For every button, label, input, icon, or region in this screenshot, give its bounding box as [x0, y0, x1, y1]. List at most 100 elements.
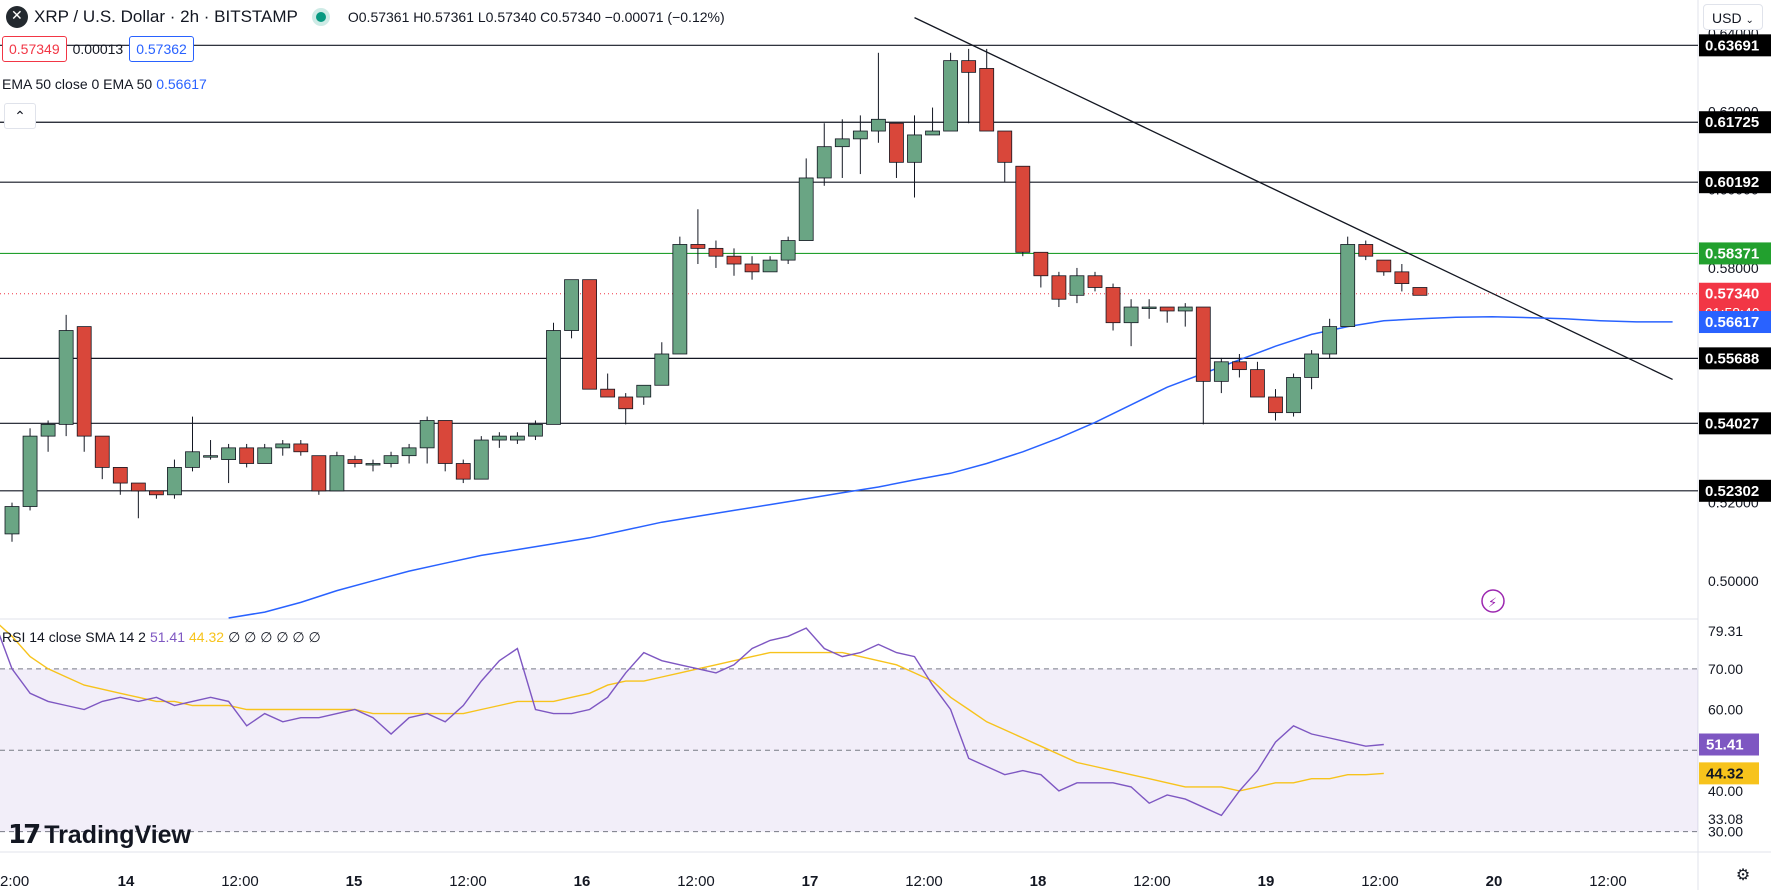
candle	[167, 459, 182, 499]
price-level-tag: 0.54027	[1699, 412, 1771, 435]
tradingview-logo-text: TradingView	[44, 820, 191, 849]
candle	[780, 236, 796, 265]
candle-body	[744, 263, 760, 273]
candle-body	[76, 326, 92, 437]
settings-gear-icon[interactable]: ⚙	[1735, 867, 1751, 884]
alert-lightning-icon	[1481, 589, 1505, 613]
candle	[1358, 240, 1374, 261]
candle	[1394, 264, 1410, 292]
candle	[1412, 287, 1428, 296]
candle	[1304, 350, 1319, 390]
rsi-sma-line	[0, 624, 1384, 792]
candle	[979, 48, 995, 132]
candle	[311, 455, 327, 495]
candle-body	[1159, 306, 1175, 312]
candle	[997, 130, 1013, 182]
candle-body	[618, 396, 634, 410]
currency-select[interactable]: USD ⌄	[1703, 4, 1763, 30]
candle-body	[889, 122, 904, 163]
candle	[1015, 165, 1031, 257]
candle	[275, 440, 291, 456]
buy-price-button[interactable]: 0.57362	[129, 36, 194, 62]
candle-body	[203, 455, 218, 458]
candle-body	[185, 451, 200, 468]
candle	[925, 107, 940, 136]
candle-body	[1232, 361, 1247, 371]
candle-body	[383, 455, 399, 464]
candle	[816, 123, 832, 186]
candle	[1213, 357, 1229, 394]
candle-body	[943, 60, 958, 132]
candle-body	[347, 459, 363, 464]
price-level-tag-label: 0.60192	[1705, 174, 1759, 191]
candle	[437, 420, 453, 472]
candle	[76, 326, 92, 452]
last-price-tag-label: 0.57340	[1705, 286, 1759, 303]
market-status-icon[interactable]	[315, 12, 326, 22]
rsi-label: RSI 14 close SMA 14 2	[2, 629, 146, 645]
time-tick-label: 17	[802, 873, 819, 890]
candles	[4, 48, 1428, 542]
time-tick-label: 16	[574, 873, 591, 890]
time-tick-label: 20	[1486, 873, 1503, 890]
price-level-tag-label: 0.61725	[1705, 114, 1759, 131]
sell-price-button[interactable]: 0.57349	[2, 36, 67, 62]
price-level-tag: 0.60192	[1699, 171, 1771, 194]
time-tick-label: 12:00	[449, 873, 487, 890]
candle-body	[1141, 306, 1157, 309]
time-tick-label: 19	[1258, 873, 1275, 890]
collapse-legend-button[interactable]: ⌃	[4, 103, 36, 129]
candle	[762, 256, 778, 273]
candle	[708, 240, 724, 268]
spread-value: 0.00013	[72, 41, 124, 57]
candle	[40, 420, 56, 452]
candle	[726, 248, 742, 276]
chevron-up-icon: ⌃	[14, 108, 26, 124]
candle	[130, 482, 146, 519]
price-level-tag-bg	[1699, 242, 1771, 265]
candle-body	[22, 435, 38, 507]
candle-body	[546, 330, 561, 425]
candle-body	[816, 146, 832, 179]
price-level-tag-bg	[1699, 111, 1771, 134]
rsi-sma-tag-bg	[1699, 762, 1759, 785]
candle	[690, 209, 706, 265]
price-level-tag-label: 0.55688	[1705, 350, 1759, 367]
candle-body	[437, 420, 453, 464]
ohlc-values: O0.57361 H0.57361 L0.57340 C0.57340 −0.0…	[347, 9, 725, 25]
candle	[293, 440, 309, 456]
tradingview-mark-icon: 17	[8, 820, 41, 850]
rsi-min-label: 33.08	[1708, 811, 1743, 827]
candle	[1159, 306, 1175, 323]
time-tick-label: 12:00	[221, 873, 259, 890]
candle-body	[636, 384, 652, 398]
candle	[1232, 353, 1247, 378]
ema-legend-value: 0.56617	[156, 76, 207, 92]
candle-body	[275, 443, 291, 449]
candle	[654, 342, 670, 386]
candle	[618, 393, 634, 425]
candle-body	[293, 443, 309, 453]
candle-body	[708, 247, 724, 257]
candle-body	[1213, 361, 1229, 382]
tradingview-logo[interactable]: 17 TradingView	[8, 820, 191, 850]
candle-body	[130, 482, 146, 492]
candle-body	[1087, 275, 1103, 288]
candle-body	[672, 244, 688, 355]
candle	[528, 420, 543, 441]
candle-body	[419, 420, 435, 449]
candle-body	[1195, 306, 1211, 382]
rsi-tick-label: 70.00	[1708, 661, 1743, 677]
candle-body	[311, 455, 327, 492]
candle	[491, 432, 507, 448]
candle-body	[94, 435, 110, 468]
rsi-tick-label: 79.31	[1708, 623, 1743, 639]
candle	[1376, 259, 1392, 276]
symbol-title[interactable]: XRP / U.S. Dollar · 2h · BITSTAMP	[34, 7, 298, 26]
bid-ask-panel: 0.57349 0.00013 0.57362	[2, 36, 194, 62]
rsi-legend[interactable]: RSI 14 close SMA 14 2 51.41 44.32 ∅ ∅ ∅ ∅ ∅…	[2, 629, 321, 646]
candle-body	[582, 279, 597, 390]
candle	[221, 443, 237, 484]
ema-legend[interactable]: EMA 50 close 0 EMA 50 0.56617	[2, 76, 207, 92]
